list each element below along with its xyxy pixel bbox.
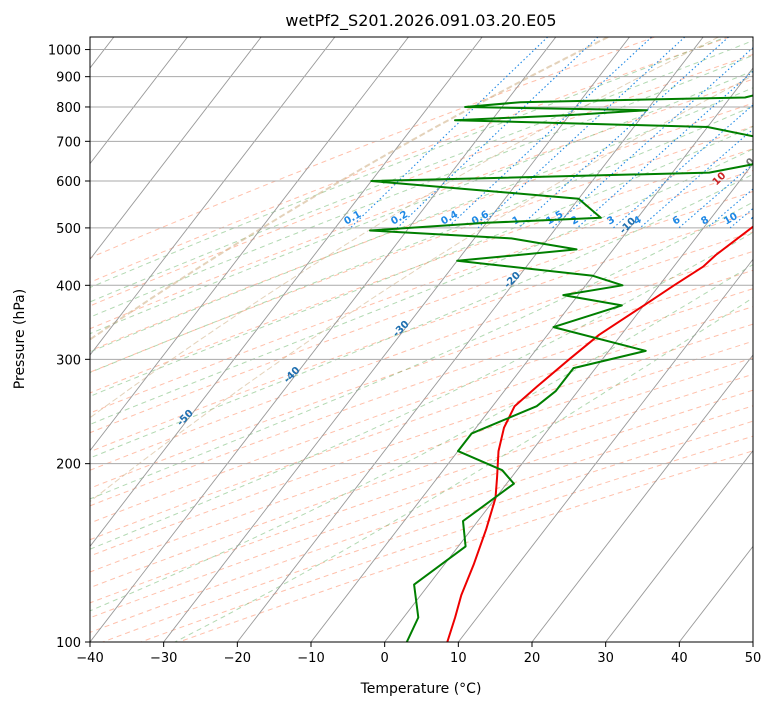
y-tick-label: 200 xyxy=(56,458,81,473)
x-tick-label: −40 xyxy=(76,651,103,666)
y-tick-label: 1000 xyxy=(48,44,81,59)
y-tick-label: 700 xyxy=(56,135,81,150)
y-tick-label: 400 xyxy=(56,279,81,294)
x-tick-label: 10 xyxy=(450,651,467,666)
x-tick-label: 40 xyxy=(671,651,688,666)
y-tick-label: 500 xyxy=(56,222,81,237)
x-tick-label: 20 xyxy=(524,651,541,666)
x-tick-label: 0 xyxy=(381,651,389,666)
chart-title: wetPf2_S201.2026.091.03.20.E05 xyxy=(285,11,556,31)
x-tick-label: 30 xyxy=(597,651,614,666)
x-tick-label: −10 xyxy=(297,651,324,666)
x-tick-label: −30 xyxy=(150,651,177,666)
y-tick-label: 600 xyxy=(56,175,81,190)
x-tick-label: −20 xyxy=(224,651,251,666)
y-axis-label: Pressure (hPa) xyxy=(12,289,28,389)
plot-background xyxy=(90,37,753,642)
x-tick-label: 50 xyxy=(745,651,762,666)
y-tick-label: 800 xyxy=(56,101,81,116)
x-axis-label: Temperature (°C) xyxy=(360,681,482,697)
y-tick-label: 100 xyxy=(56,636,81,651)
y-tick-label: 300 xyxy=(56,353,81,368)
y-tick-label: 900 xyxy=(56,71,81,86)
